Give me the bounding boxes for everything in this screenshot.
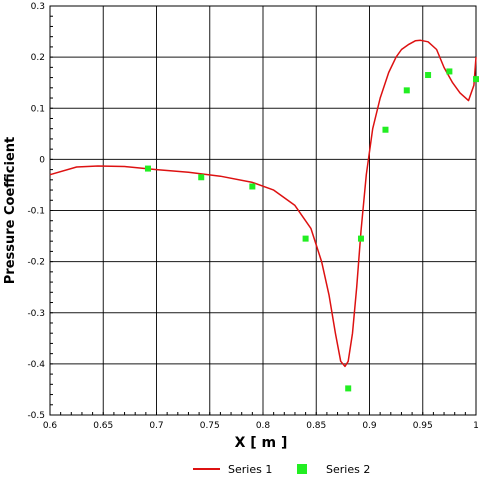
series-group [49,39,479,392]
legend-label-series-2: Series 2 [326,463,370,476]
y-tick-labels: -0.5 -0.4 -0.3 -0.2 -0.1 0 0.1 0.2 0.3 [27,2,45,421]
x-tick-label: 0.85 [306,421,326,431]
y-axis-title: Pressure Coefficient [3,137,18,284]
x-tick-label: 0.9 [362,421,377,431]
series-2-point [345,385,352,392]
y-tick-label: -0.2 [27,258,45,268]
x-tick-label: 0.75 [200,421,220,431]
series-2-point [249,183,256,190]
series-2-point [357,235,364,242]
x-tick-label: 0.6 [43,421,58,431]
legend: Series 1 Series 2 [193,463,370,476]
x-tick-label: 0.8 [256,421,271,431]
y-tick-label: 0.2 [31,53,45,63]
series-2-point [382,126,389,133]
y-tick-label: -0.1 [27,207,45,217]
y-tick-label: 0.1 [31,104,45,114]
y-tick-label: 0 [39,155,45,165]
series-2-point [473,76,479,83]
x-tick-label: 0.65 [93,421,113,431]
series-2-point [403,87,410,94]
axis-ticks [49,5,477,416]
y-tick-label: -0.3 [27,309,45,319]
series-2-point [425,72,432,79]
x-tick-labels: 0.6 0.65 0.7 0.75 0.8 0.85 0.9 0.95 1 [43,421,479,431]
x-tick-label: 1 [473,421,479,431]
y-tick-label: -0.5 [27,411,45,421]
series-2-point [198,174,205,181]
series-2-point [302,235,309,242]
legend-swatch-series-2 [297,464,307,474]
legend-label-series-1: Series 1 [228,463,272,476]
series-2-point [446,68,453,75]
y-tick-label: -0.4 [27,360,45,370]
x-axis-title: X [ m ] [235,435,288,451]
x-tick-label: 0.95 [413,421,433,431]
grid [49,5,477,416]
y-tick-label: 0.3 [31,2,45,12]
series-1-line [49,39,477,368]
x-tick-label: 0.7 [149,421,163,431]
series-2-point [144,165,151,172]
